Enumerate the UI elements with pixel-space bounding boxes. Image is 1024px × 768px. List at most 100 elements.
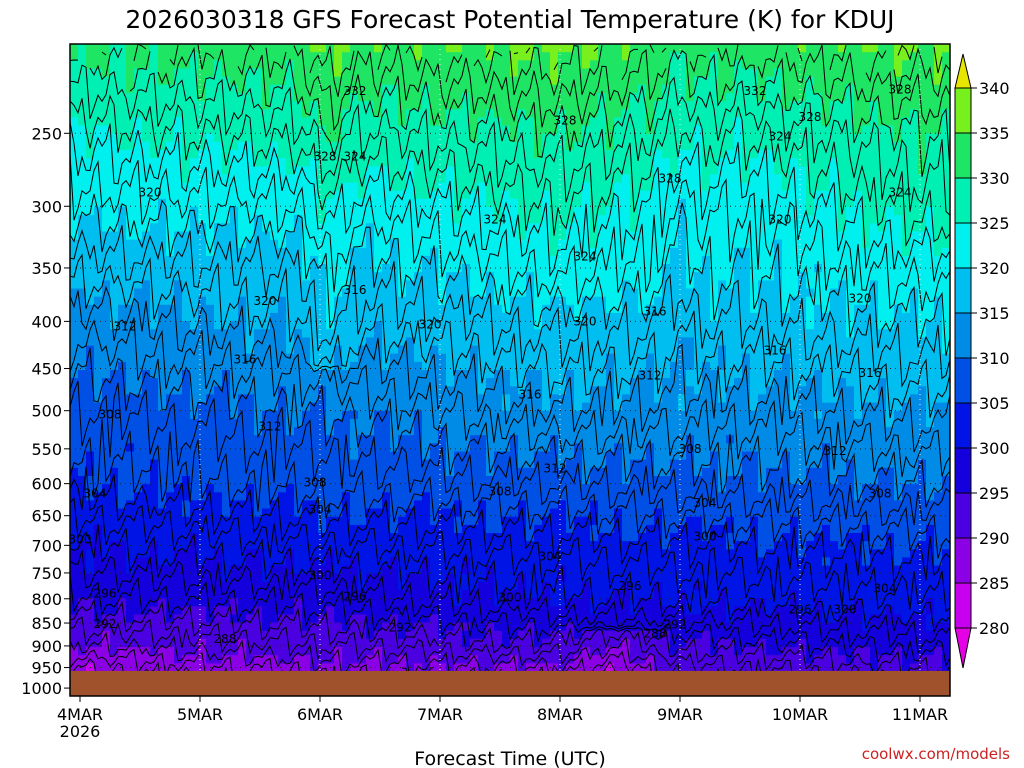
field-cell <box>190 215 199 224</box>
field-cell <box>342 573 351 583</box>
field-cell <box>446 117 455 127</box>
field-cell <box>238 565 247 575</box>
field-cell <box>310 52 319 61</box>
field-cell <box>406 44 415 53</box>
field-cell <box>142 345 151 355</box>
field-cell <box>358 508 367 518</box>
field-cell <box>526 215 535 224</box>
field-cell <box>142 223 151 233</box>
field-cell <box>190 557 199 567</box>
field-cell <box>454 264 463 273</box>
field-cell <box>334 288 343 298</box>
field-cell <box>150 321 159 330</box>
field-cell <box>486 68 495 78</box>
field-cell <box>406 190 415 200</box>
field-cell <box>366 655 375 664</box>
field-cell <box>286 435 295 444</box>
field-cell <box>94 84 103 94</box>
field-cell <box>246 158 255 167</box>
field-cell <box>134 622 143 632</box>
field-cell <box>294 500 303 510</box>
field-cell <box>94 361 103 371</box>
field-cell <box>190 394 199 404</box>
field-cell <box>518 427 527 436</box>
field-cell <box>206 533 215 542</box>
field-cell <box>462 198 471 208</box>
field-cell <box>70 182 79 192</box>
field-cell <box>278 492 287 502</box>
field-cell <box>518 451 527 461</box>
field-cell <box>486 533 495 542</box>
field-cell <box>430 410 439 420</box>
field-cell <box>342 476 351 485</box>
field-cell <box>462 76 471 86</box>
field-cell <box>414 443 423 453</box>
field-cell <box>406 345 415 355</box>
field-cell <box>326 68 335 78</box>
field-cell <box>470 68 479 78</box>
field-cell <box>286 117 295 127</box>
field-cell <box>470 451 479 461</box>
field-cell <box>406 451 415 461</box>
field-cell <box>566 52 575 61</box>
field-cell <box>214 443 223 453</box>
field-cell <box>150 198 159 208</box>
field-cell <box>382 92 391 102</box>
field-cell <box>78 598 87 607</box>
field-cell <box>350 125 359 135</box>
field-cell <box>414 52 423 61</box>
field-cell <box>470 630 479 640</box>
field-cell <box>190 500 199 510</box>
field-cell <box>478 223 487 233</box>
field-cell <box>270 516 279 526</box>
field-cell <box>398 321 407 330</box>
field-cell <box>542 459 551 469</box>
field-cell <box>286 484 295 493</box>
field-cell <box>486 581 495 591</box>
field-cell <box>142 361 151 371</box>
field-cell <box>270 190 279 200</box>
field-cell <box>110 255 119 265</box>
field-cell <box>350 215 359 224</box>
field-cell <box>486 370 495 379</box>
field-cell <box>390 109 399 118</box>
field-cell <box>118 215 127 224</box>
field-cell <box>502 337 511 347</box>
field-cell <box>94 239 103 249</box>
field-cell <box>446 508 455 518</box>
field-cell <box>158 581 167 591</box>
field-cell <box>318 109 327 118</box>
field-cell <box>270 166 279 176</box>
field-cell <box>438 345 447 355</box>
field-cell <box>102 198 111 208</box>
field-cell <box>550 386 559 396</box>
field-cell <box>174 149 183 159</box>
field-cell <box>126 166 135 176</box>
field-cell <box>302 353 311 363</box>
field-cell <box>118 239 127 249</box>
field-cell <box>214 198 223 208</box>
field-cell <box>390 296 399 306</box>
field-cell <box>342 321 351 330</box>
field-cell <box>174 484 183 493</box>
field-cell <box>238 492 247 502</box>
field-cell <box>334 508 343 518</box>
field-cell <box>422 158 431 167</box>
field-cell <box>358 451 367 461</box>
field-cell <box>518 280 527 290</box>
field-cell <box>390 557 399 567</box>
field-cell <box>182 614 191 624</box>
field-cell <box>566 215 575 224</box>
field-cell <box>286 321 295 330</box>
field-cell <box>198 557 207 567</box>
field-cell <box>534 174 543 184</box>
field-cell <box>518 68 527 78</box>
field-cell <box>390 133 399 143</box>
field-cell <box>214 565 223 575</box>
field-cell <box>454 435 463 444</box>
field-cell <box>430 109 439 118</box>
field-cell <box>110 451 119 461</box>
field-cell <box>238 378 247 387</box>
field-cell <box>334 149 343 159</box>
field-cell <box>390 92 399 102</box>
